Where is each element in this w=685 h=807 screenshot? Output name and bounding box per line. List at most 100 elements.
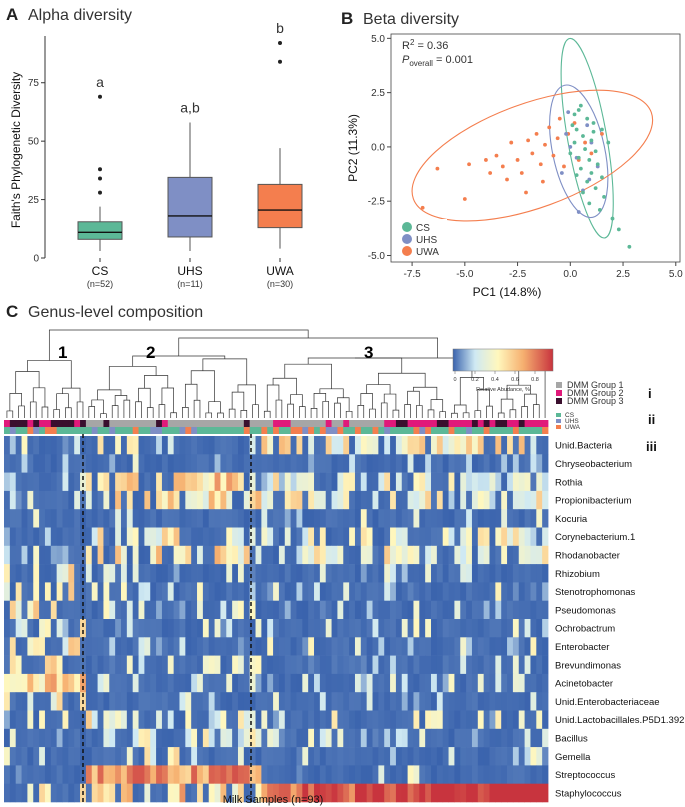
heatmap-cell	[343, 490, 350, 510]
heatmap-cell	[354, 600, 362, 620]
dmm-annotation-cell	[115, 420, 122, 427]
heatmap-cell	[319, 728, 327, 748]
heatmap-cell	[9, 637, 17, 656]
heatmap-cell	[331, 692, 338, 711]
dmm-annotation-cell	[308, 420, 315, 427]
heatmap-cell	[337, 472, 344, 492]
heatmap-cell	[232, 673, 239, 693]
heatmap-cell	[319, 692, 327, 711]
heatmap-cell	[115, 655, 122, 675]
point-CS	[585, 116, 590, 121]
heatmap-cell	[284, 747, 292, 766]
heatmap-cell	[173, 454, 180, 473]
heatmap-cell	[62, 728, 69, 748]
heatmap-cell	[103, 655, 110, 675]
heatmap-cell	[454, 582, 461, 601]
heatmap-cell	[126, 728, 134, 748]
heatmap-cell	[360, 747, 368, 766]
heatmap-cell	[261, 509, 268, 528]
heatmap-cell	[395, 490, 403, 510]
heatmap-cell	[325, 582, 332, 601]
heatmap-cell	[255, 509, 262, 528]
dendrogram-link	[123, 399, 131, 418]
heatmap-cell	[507, 490, 514, 510]
panel-b-y-tick-label: 5.0	[371, 34, 385, 45]
dmm-annotation-cell	[536, 420, 543, 427]
heatmap-cell	[431, 747, 438, 766]
heatmap-cell	[132, 564, 139, 583]
heatmap-cell	[150, 783, 157, 803]
heatmap-cell	[290, 600, 297, 620]
heatmap-cell	[243, 655, 251, 675]
heatmap-cell	[314, 582, 321, 601]
heatmap-cell	[91, 490, 98, 510]
heatmap-cell	[267, 673, 274, 693]
heatmap-cell	[507, 472, 514, 492]
heatmap-cell	[384, 728, 391, 748]
heatmap-cell	[97, 637, 104, 656]
heatmap-cell	[44, 454, 52, 473]
heatmap-cell	[489, 472, 496, 492]
heatmap-cell	[308, 637, 315, 656]
heatmap-cell	[197, 472, 204, 492]
heatmap-cell	[378, 673, 385, 693]
heatmap-cell	[255, 673, 262, 693]
heatmap-cell	[21, 600, 28, 620]
heatmap-cell	[495, 600, 502, 620]
heatmap-cell	[21, 747, 28, 766]
heatmap-cell	[278, 655, 286, 675]
dendrogram-link	[108, 366, 157, 390]
heatmap-cell	[454, 600, 461, 620]
dmm-annotation-cell	[419, 420, 426, 427]
heatmap-cell	[366, 454, 373, 473]
heatmap-cell	[489, 454, 496, 473]
heatmap-cell	[384, 747, 391, 766]
heatmap-cell	[220, 527, 227, 547]
heatmap-cell	[337, 582, 344, 601]
heatmap-cell	[39, 747, 46, 766]
heatmap-cell	[173, 472, 180, 492]
heatmap-cell	[161, 692, 169, 711]
dmm-annotation-cell	[477, 420, 485, 427]
heatmap-cell	[407, 655, 414, 675]
cluster-label-3: 3	[364, 343, 373, 362]
panel-b-title: Beta diversity	[363, 11, 460, 28]
heatmap-cell	[21, 436, 28, 455]
dmm-annotation-cell	[378, 420, 385, 427]
point-CS	[576, 155, 581, 160]
heatmap-cell	[21, 655, 28, 675]
heatmap-cell	[243, 728, 251, 748]
heatmap-cell	[284, 728, 292, 748]
heatmap-cell	[278, 545, 286, 565]
heatmap-cell	[495, 692, 502, 711]
group-annotation-cell	[115, 427, 122, 434]
heatmap-cell	[44, 673, 52, 693]
heatmap-cell	[314, 509, 321, 528]
heatmap-cell	[44, 619, 52, 638]
heatmap-cell	[126, 637, 134, 656]
group-legend-label: UHS	[565, 418, 579, 425]
heatmap-cell	[214, 692, 221, 711]
dmm-annotation-cell	[448, 420, 455, 427]
heatmap-cell	[138, 454, 145, 473]
heatmap-cell	[179, 765, 186, 784]
heatmap-cell	[278, 673, 286, 693]
point-UWA	[462, 197, 467, 201]
heatmap-cell	[454, 564, 461, 583]
point-UWA	[494, 153, 499, 158]
heatmap-cell	[331, 527, 338, 547]
heatmap-cell	[501, 564, 508, 583]
heatmap-cell	[536, 655, 543, 675]
heatmap-cell	[413, 783, 420, 803]
heatmap-cell	[390, 692, 397, 711]
heatmap-cell	[85, 564, 93, 583]
heatmap-cell	[267, 436, 274, 455]
heatmap-cell	[39, 545, 46, 565]
group-annotation-cell	[448, 427, 455, 434]
heatmap-cell	[220, 545, 227, 565]
heatmap-cell	[325, 564, 332, 583]
point-UWA	[547, 125, 552, 130]
heatmap-cell	[512, 619, 520, 638]
heatmap-cell	[161, 637, 169, 656]
heatmap-cell	[507, 637, 514, 656]
